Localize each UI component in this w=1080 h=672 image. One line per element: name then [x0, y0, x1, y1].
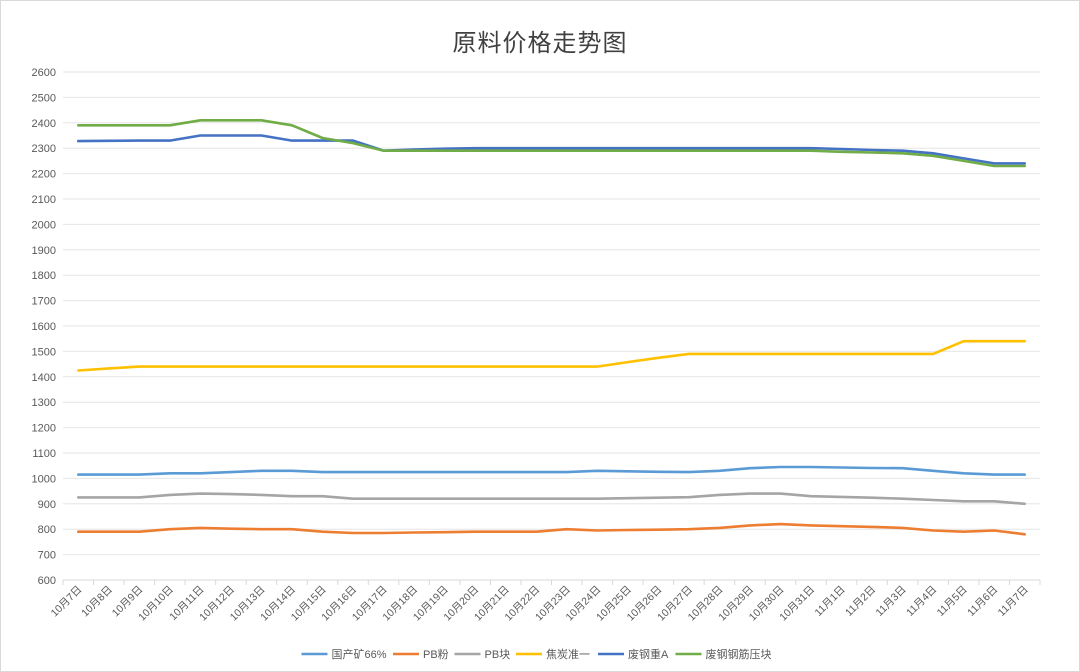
y-tick-label: 2500: [32, 92, 56, 104]
y-tick-label: 2000: [32, 219, 56, 231]
x-tick-label: 10月8日: [79, 584, 115, 620]
legend-item: PB块: [454, 648, 511, 661]
x-tick-label: 11月7日: [996, 584, 1031, 619]
x-axis: 10月7日10月8日10月9日10月10日10月11日10月12日10月13日1…: [49, 579, 1041, 623]
legend: 国产矿66% PB粉 PB块 焦炭准一 废钢重A 废钢钢筋压块: [301, 647, 772, 661]
legend-label: 废钢重A: [628, 647, 669, 661]
legend-item: PB粉: [393, 648, 449, 661]
legend-item: 国产矿66%: [301, 647, 387, 661]
y-tick-label: 1200: [32, 423, 56, 435]
legend-item: 废钢钢筋压块: [675, 647, 772, 661]
series-line: [77, 339, 1027, 372]
x-tick-label: 11月5日: [935, 584, 970, 619]
y-tick-label: 1400: [32, 372, 56, 384]
y-tick-label: 700: [38, 550, 56, 562]
x-tick-label: 11月4日: [904, 584, 939, 619]
y-tick-label: 2600: [32, 67, 56, 79]
x-tick-label: 11月1日: [812, 584, 847, 619]
y-tick-label: 1700: [32, 296, 56, 308]
y-tick-label: 1800: [32, 270, 56, 282]
series-line: [77, 522, 1027, 536]
y-tick-label: 2300: [32, 143, 56, 155]
y-tick-label: 600: [38, 575, 56, 587]
series-line: [77, 134, 1027, 165]
legend-item: 焦炭准一: [516, 648, 590, 661]
chart-title: 原料价格走势图: [452, 29, 628, 57]
y-tick-label: 1000: [32, 473, 56, 485]
y-tick-label: 900: [38, 499, 56, 511]
y-tick-label: 2400: [32, 118, 56, 130]
y-axis-labels: 600 700 800 900 1000 1100 1200 1300 1400 1500 1600…: [32, 67, 56, 587]
x-tick-label: 11月2日: [843, 584, 878, 619]
y-tick-label: 1500: [32, 346, 56, 358]
y-tick-label: 1600: [32, 321, 56, 333]
y-tick-label: 2100: [32, 194, 56, 206]
legend-label: 焦炭准一: [546, 648, 590, 661]
data-series: [77, 119, 1027, 536]
y-tick-label: 1900: [32, 245, 56, 257]
x-tick-label: 11月6日: [965, 584, 1000, 619]
gridlines: [63, 71, 1040, 556]
legend-item: 废钢重A: [598, 647, 669, 661]
y-tick-label: 2200: [32, 169, 56, 181]
legend-label: 国产矿66%: [332, 647, 387, 661]
y-tick-label: 800: [38, 524, 56, 536]
x-tick-label: 11月3日: [874, 584, 909, 619]
series-line: [77, 492, 1027, 506]
legend-label: PB粉: [423, 648, 449, 661]
y-tick-label: 1300: [32, 397, 56, 409]
x-tick-label: 10月7日: [49, 584, 85, 620]
legend-label: 废钢钢筋压块: [706, 647, 772, 661]
series-line: [77, 119, 1027, 168]
y-tick-label: 1100: [32, 448, 56, 460]
series-line: [77, 465, 1027, 476]
legend-label: PB块: [485, 648, 511, 661]
